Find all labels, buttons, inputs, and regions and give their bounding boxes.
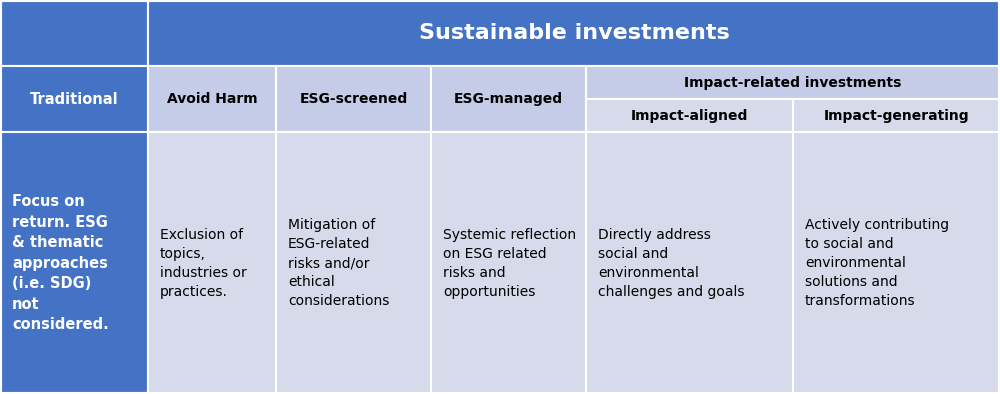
Text: ESG-related: ESG-related <box>288 237 371 251</box>
Text: Mitigation of: Mitigation of <box>288 218 375 232</box>
Bar <box>148 0 1000 66</box>
Bar <box>586 99 793 132</box>
Text: topics,: topics, <box>160 247 206 261</box>
Text: not: not <box>12 297 40 312</box>
Text: on ESG related: on ESG related <box>443 247 547 261</box>
Text: ESG-managed: ESG-managed <box>454 92 563 106</box>
Bar <box>148 66 276 132</box>
Text: Sustainable investments: Sustainable investments <box>419 23 729 43</box>
Text: Traditional: Traditional <box>30 92 118 107</box>
Text: ESG-screened: ESG-screened <box>299 92 408 106</box>
Text: Directly address: Directly address <box>598 228 711 242</box>
Bar <box>793 99 1000 132</box>
Text: return. ESG: return. ESG <box>12 215 108 230</box>
Text: Avoid Harm: Avoid Harm <box>167 92 257 106</box>
Text: solutions and: solutions and <box>805 275 898 289</box>
Text: Impact-aligned: Impact-aligned <box>631 109 748 123</box>
Text: social and: social and <box>598 247 668 261</box>
Bar <box>276 132 431 394</box>
Text: environmental: environmental <box>805 256 906 270</box>
Bar <box>586 132 793 394</box>
Text: Impact-generating: Impact-generating <box>824 109 969 123</box>
Bar <box>793 132 1000 394</box>
Text: approaches: approaches <box>12 256 108 271</box>
Text: challenges and goals: challenges and goals <box>598 284 745 299</box>
Bar <box>0 0 148 66</box>
Text: risks and/or: risks and/or <box>288 256 370 270</box>
Text: Focus on: Focus on <box>12 194 85 209</box>
Bar <box>0 66 148 132</box>
Text: industries or: industries or <box>160 266 247 280</box>
Text: & thematic: & thematic <box>12 235 103 250</box>
Bar <box>431 66 586 132</box>
Text: environmental: environmental <box>598 266 699 280</box>
Text: Exclusion of: Exclusion of <box>160 228 243 242</box>
Text: Systemic reflection: Systemic reflection <box>443 228 576 242</box>
Bar <box>586 66 1000 99</box>
Text: opportunities: opportunities <box>443 284 535 299</box>
Text: practices.: practices. <box>160 284 228 299</box>
Text: to social and: to social and <box>805 237 894 251</box>
Bar <box>148 132 276 394</box>
Text: ethical: ethical <box>288 275 335 289</box>
Text: Actively contributing: Actively contributing <box>805 218 949 232</box>
Text: Impact-related investments: Impact-related investments <box>684 76 902 90</box>
Bar <box>276 66 431 132</box>
Text: considered.: considered. <box>12 317 109 332</box>
Text: risks and: risks and <box>443 266 506 280</box>
Text: transformations: transformations <box>805 294 916 308</box>
Text: (i.e. SDG): (i.e. SDG) <box>12 276 91 291</box>
Bar <box>0 132 148 394</box>
Bar <box>431 132 586 394</box>
Text: considerations: considerations <box>288 294 389 308</box>
